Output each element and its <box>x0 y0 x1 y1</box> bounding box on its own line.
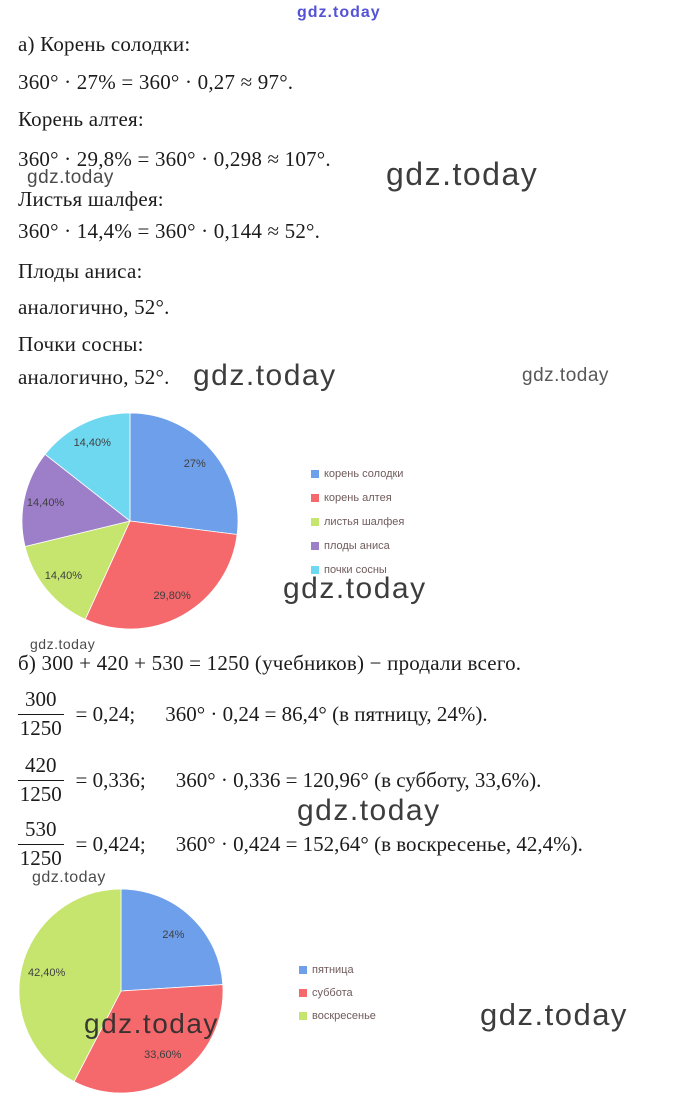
legend-color-swatch-icon <box>299 965 307 974</box>
pie-slice-label: 29,80% <box>153 590 191 603</box>
pie-slice-4 <box>21 453 131 548</box>
pie-slice-label: 14,40% <box>44 570 83 583</box>
fraction-result: = 0,336; <box>75 767 146 792</box>
pie-chart-textbooks-svg <box>18 888 224 1094</box>
legend-item: пятница <box>299 962 376 977</box>
legend-color-swatch-icon <box>299 1011 307 1020</box>
fraction-numerator: 420 <box>18 754 64 781</box>
fraction-numerator: 530 <box>18 818 64 845</box>
fraction: 530 1250 <box>18 818 64 869</box>
solution-b-row-friday: 300 1250 = 0,24; 360° · 0,24 = 86,4° (в … <box>18 684 488 744</box>
legend-item: почки сосны <box>311 562 404 577</box>
fraction-result: = 0,424; <box>75 831 146 856</box>
legend-textbooks: пятница суббота воскресенье <box>299 962 376 1031</box>
solution-b-intro: б) 300 + 420 + 530 = 1250 (учебников) − … <box>18 651 522 675</box>
legend-item: корень солодки <box>311 466 404 481</box>
legend-item: листья шалфея <box>311 514 404 529</box>
solution-a-equation-3: 360° · 14,4% = 360° · 0,144 ≈ 52°. <box>18 219 321 243</box>
legend-item: воскресенье <box>299 1008 376 1023</box>
pie-slice-label: 14,40% <box>73 437 111 450</box>
pie-chart-textbooks: 24% 33,60% 42,40% <box>18 888 224 1094</box>
legend-color-swatch-icon <box>311 469 319 478</box>
legend-color-swatch-icon <box>311 565 319 574</box>
legend-color-swatch-icon <box>299 988 307 997</box>
pie-slice-1 <box>129 412 239 535</box>
watermark-gdz-today: gdz.today <box>297 4 381 21</box>
legend-color-swatch-icon <box>311 517 319 526</box>
solution-b-row-sunday: 530 1250 = 0,424; 360° · 0,424 = 152,64°… <box>18 814 583 874</box>
legend-item: суббота <box>299 985 376 1000</box>
solution-a-heading-1: а) Корень солодки: <box>18 32 191 56</box>
legend-color-swatch-icon <box>311 541 319 550</box>
legend-item-label: плоды аниса <box>324 539 390 552</box>
legend-item-label: пятница <box>312 963 354 976</box>
solution-b-row-saturday: 420 1250 = 0,336; 360° · 0,336 = 120,96°… <box>18 750 541 810</box>
fraction: 420 1250 <box>18 754 64 805</box>
fraction-denominator: 1250 <box>19 845 62 870</box>
legend-item-label: листья шалфея <box>324 515 405 528</box>
solution-a-heading-2: Корень алтея: <box>18 107 144 131</box>
legend-item-label: корень алтея <box>324 491 392 504</box>
pie-slice-label: 42,40% <box>28 966 66 979</box>
degree-equation: 360° · 0,336 = 120,96° (в субботу, 33,6%… <box>175 767 542 792</box>
watermark-gdz-today: gdz.today <box>386 156 539 192</box>
pie-slice-label: 27% <box>183 457 206 470</box>
solution-a-heading-4: Плоды аниса: <box>18 259 143 283</box>
watermark-gdz-today: gdz.today <box>522 365 609 386</box>
pie-slice-2 <box>73 984 224 1094</box>
legend-item-label: суббота <box>312 986 353 999</box>
fraction-denominator: 1250 <box>19 715 62 740</box>
legend-item-label: воскресенье <box>312 1009 376 1022</box>
pie-slice-label: 14,40% <box>26 496 65 509</box>
watermark-gdz-today: gdz.today <box>193 359 337 392</box>
fraction-result: = 0,24; <box>75 701 136 726</box>
solution-a-heading-5: Почки сосны: <box>18 332 144 356</box>
pie-chart-herbs: 27% 29,80% 14,40% 14,40% 14,40% <box>21 412 239 630</box>
fraction-numerator: 300 <box>18 688 64 715</box>
degree-equation: 360° · 0,24 = 86,4° (в пятницу, 24%). <box>165 701 488 726</box>
pie-slice-3 <box>18 888 122 1083</box>
pie-slice-5 <box>44 412 131 522</box>
solution-a-equation-2: 360° · 29,8% = 360° · 0,298 ≈ 107°. <box>18 147 331 171</box>
pie-slice-label: 24% <box>162 929 185 942</box>
solution-a-equation-4: аналогично, 52°. <box>18 295 170 319</box>
solution-a-equation-1: 360° · 27% = 360° · 0,27 ≈ 97°. <box>18 70 294 94</box>
fraction: 300 1250 <box>18 688 64 739</box>
legend-item: корень алтея <box>311 490 404 505</box>
legend-item-label: почки сосны <box>324 563 387 576</box>
degree-equation: 360° · 0,424 = 152,64° (в воскресенье, 4… <box>175 831 583 856</box>
pie-chart-herbs-svg <box>21 412 239 630</box>
pie-slice-3 <box>24 520 131 620</box>
watermark-gdz-today: gdz.today <box>480 997 628 1032</box>
pie-slice-2 <box>84 520 238 630</box>
fraction-denominator: 1250 <box>19 781 62 806</box>
pie-slice-label: 33,60% <box>144 1049 182 1062</box>
solution-a-heading-3: Листья шалфея: <box>18 187 164 211</box>
legend-item-label: корень солодки <box>324 467 404 480</box>
watermark-gdz-today: gdz.today <box>30 636 96 652</box>
pie-slice-1 <box>120 888 224 992</box>
legend-item: плоды аниса <box>311 538 404 553</box>
legend-herbs: корень солодки корень алтея листья шалфея п… <box>311 466 404 586</box>
solution-a-equation-5: аналогично, 52°. <box>18 365 170 389</box>
legend-color-swatch-icon <box>311 493 319 502</box>
